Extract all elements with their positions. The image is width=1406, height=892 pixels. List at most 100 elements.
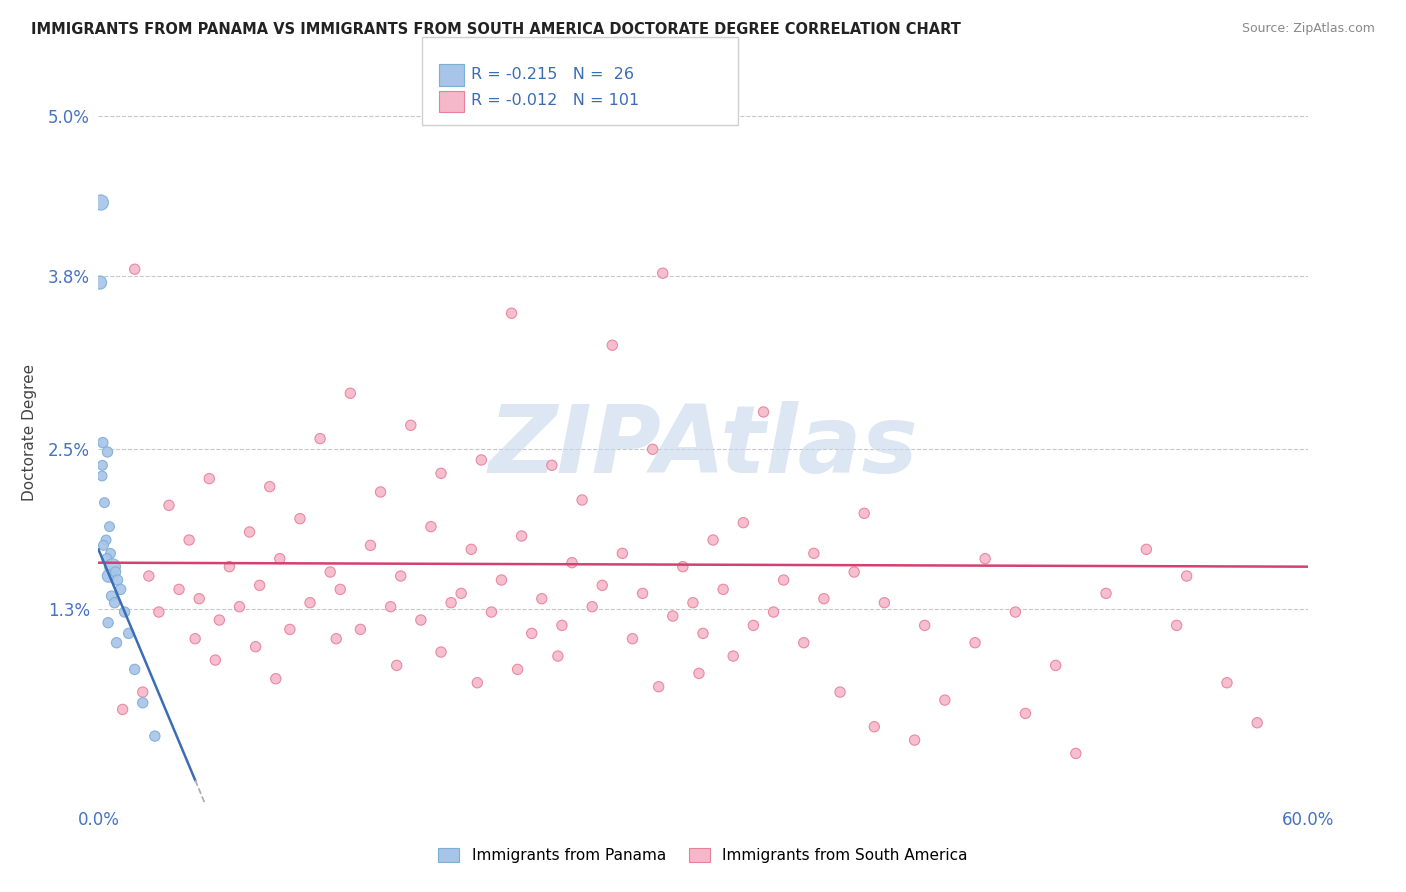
Point bbox=[96, 551, 118, 566]
Point bbox=[370, 485, 392, 500]
Point bbox=[89, 276, 111, 290]
Point bbox=[103, 596, 125, 610]
Point bbox=[491, 573, 513, 587]
Point bbox=[264, 672, 287, 686]
Point bbox=[208, 613, 231, 627]
Point bbox=[571, 493, 593, 508]
Point bbox=[239, 524, 262, 539]
Point bbox=[853, 506, 876, 520]
Point bbox=[100, 546, 122, 560]
Point bbox=[138, 569, 160, 583]
Point bbox=[430, 467, 453, 481]
Point bbox=[672, 559, 695, 574]
Point bbox=[148, 605, 170, 619]
Legend: Immigrants from Panama, Immigrants from South America: Immigrants from Panama, Immigrants from … bbox=[432, 842, 974, 869]
Point bbox=[561, 556, 583, 570]
Point bbox=[688, 666, 710, 681]
Point bbox=[828, 685, 851, 699]
Point bbox=[143, 729, 166, 743]
Point bbox=[1175, 569, 1198, 583]
Point bbox=[547, 648, 569, 663]
Point bbox=[101, 559, 124, 574]
Point bbox=[591, 578, 613, 592]
Point bbox=[105, 636, 128, 650]
Point bbox=[450, 586, 472, 600]
Point bbox=[97, 569, 120, 583]
Point bbox=[218, 559, 240, 574]
Point bbox=[259, 480, 281, 494]
Point bbox=[420, 519, 443, 533]
Point bbox=[167, 582, 190, 597]
Point bbox=[934, 693, 956, 707]
Point bbox=[1135, 542, 1157, 557]
Point bbox=[1014, 706, 1036, 721]
Point bbox=[104, 565, 127, 579]
Point bbox=[1095, 586, 1118, 600]
Point bbox=[91, 469, 114, 483]
Point bbox=[1166, 618, 1188, 632]
Point bbox=[1004, 605, 1026, 619]
Point bbox=[641, 442, 664, 457]
Point bbox=[90, 195, 112, 210]
Point bbox=[752, 405, 775, 419]
Point bbox=[440, 596, 463, 610]
Point bbox=[501, 306, 523, 320]
Text: R = -0.012   N = 101: R = -0.012 N = 101 bbox=[471, 94, 640, 108]
Point bbox=[510, 529, 533, 543]
Point bbox=[863, 720, 886, 734]
Point bbox=[506, 662, 529, 676]
Point bbox=[188, 591, 211, 606]
Point bbox=[682, 596, 704, 610]
Point bbox=[325, 632, 347, 646]
Point bbox=[249, 578, 271, 592]
Point bbox=[844, 565, 866, 579]
Point bbox=[93, 538, 115, 552]
Point bbox=[974, 551, 997, 566]
Point bbox=[1216, 675, 1239, 690]
Point bbox=[94, 533, 117, 547]
Point bbox=[389, 569, 412, 583]
Point bbox=[813, 591, 835, 606]
Point bbox=[1045, 658, 1067, 673]
Point bbox=[733, 516, 755, 530]
Point bbox=[245, 640, 267, 654]
Point bbox=[661, 609, 683, 624]
Point bbox=[647, 680, 669, 694]
Point bbox=[319, 565, 342, 579]
Point bbox=[98, 519, 121, 533]
Point bbox=[460, 542, 482, 557]
Point bbox=[107, 573, 129, 587]
Point bbox=[132, 696, 155, 710]
Point bbox=[278, 623, 301, 637]
Point bbox=[965, 636, 987, 650]
Point bbox=[399, 418, 422, 433]
Point bbox=[132, 685, 155, 699]
Point bbox=[465, 675, 488, 690]
Point bbox=[157, 499, 180, 513]
Point bbox=[329, 582, 352, 597]
Point bbox=[621, 632, 644, 646]
Point bbox=[380, 599, 402, 614]
Point bbox=[612, 546, 634, 560]
Text: ZIPAtlas: ZIPAtlas bbox=[488, 401, 918, 493]
Point bbox=[651, 266, 673, 280]
Point bbox=[349, 623, 371, 637]
Point bbox=[204, 653, 226, 667]
Point bbox=[742, 618, 765, 632]
Point bbox=[409, 613, 432, 627]
Point bbox=[692, 626, 714, 640]
Point bbox=[520, 626, 543, 640]
Point bbox=[793, 636, 815, 650]
Point bbox=[481, 605, 503, 619]
Point bbox=[360, 538, 382, 552]
Text: R = -0.215   N =  26: R = -0.215 N = 26 bbox=[471, 67, 634, 81]
Point bbox=[385, 658, 408, 673]
Point bbox=[530, 591, 553, 606]
Point bbox=[772, 573, 794, 587]
Point bbox=[711, 582, 734, 597]
Text: IMMIGRANTS FROM PANAMA VS IMMIGRANTS FROM SOUTH AMERICA DOCTORATE DEGREE CORRELA: IMMIGRANTS FROM PANAMA VS IMMIGRANTS FRO… bbox=[31, 22, 960, 37]
Point bbox=[124, 662, 146, 676]
Point bbox=[198, 472, 221, 486]
Point bbox=[581, 599, 603, 614]
Point bbox=[228, 599, 250, 614]
